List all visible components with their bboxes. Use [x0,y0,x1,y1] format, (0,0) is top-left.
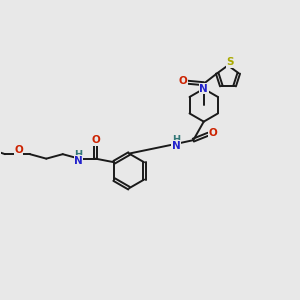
Text: N: N [172,141,181,151]
Text: N: N [200,84,208,94]
Text: S: S [226,57,234,68]
Text: N: N [74,156,83,166]
Text: H: H [74,150,83,160]
Text: H: H [172,135,180,145]
Text: O: O [208,128,217,138]
Text: O: O [179,76,188,86]
Text: O: O [91,135,100,145]
Text: O: O [14,145,23,155]
